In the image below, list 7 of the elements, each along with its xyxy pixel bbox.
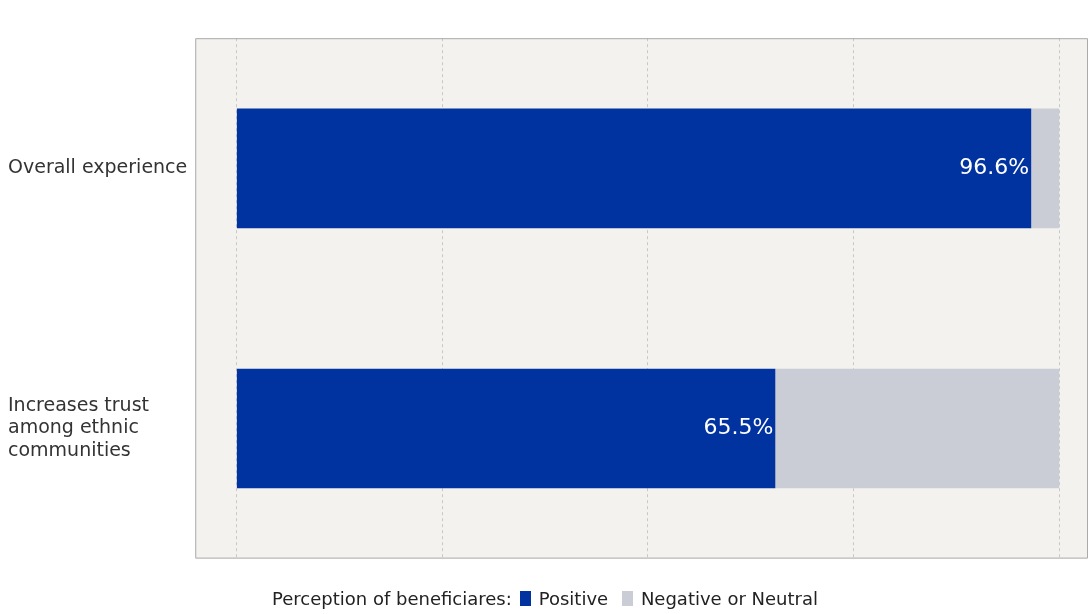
data-label: 96.6%	[959, 154, 1030, 180]
legend-label: Positive	[537, 588, 609, 609]
data-label: 65.5%	[703, 414, 774, 440]
legend-title: Perception of beneficiares:	[272, 588, 512, 609]
legend-label: Negative or Neutral	[639, 588, 818, 609]
y-tick-label: Overall experience	[8, 155, 188, 178]
y-tick-label: Increases trust among ethnic communities	[8, 392, 149, 461]
